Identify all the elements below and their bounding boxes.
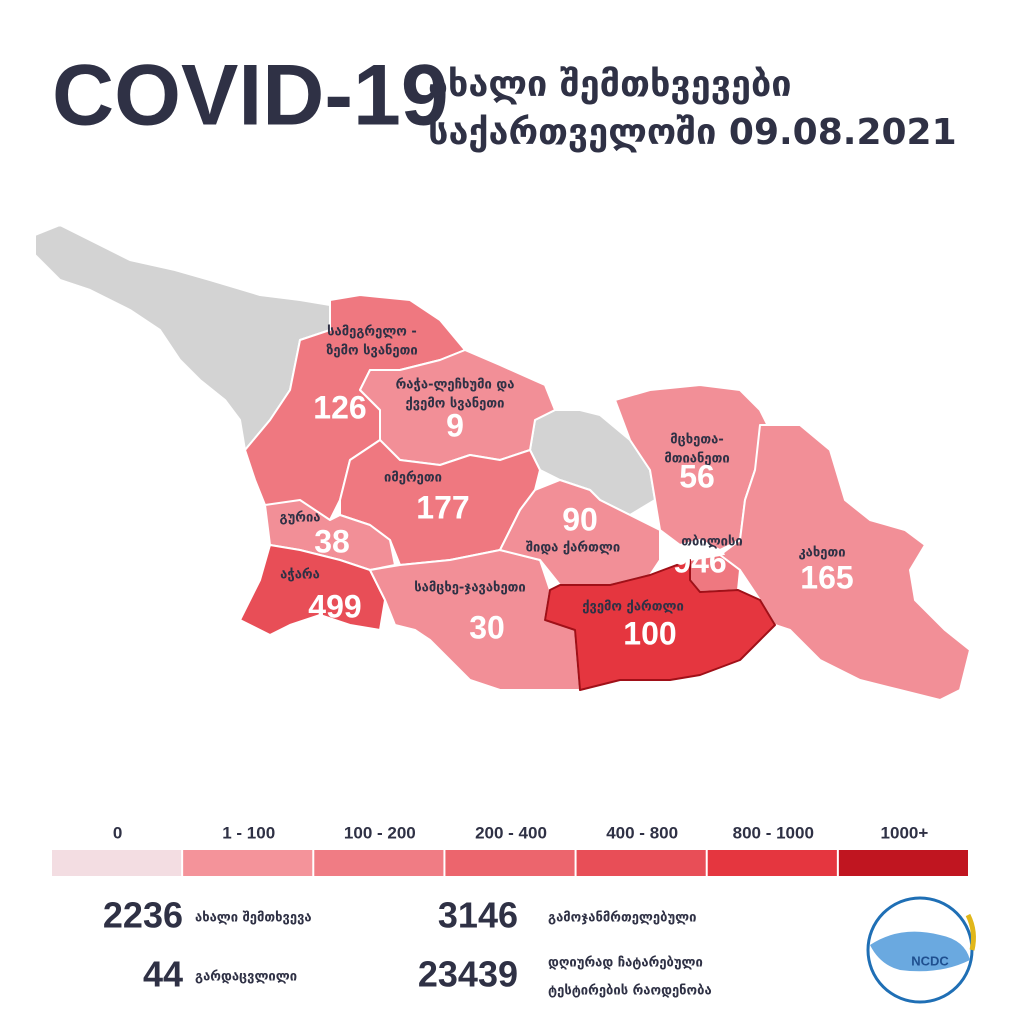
stat-value: 3146 [438,895,518,936]
region-name: იმერეთი [384,471,442,486]
legend-swatch [838,850,968,876]
region [369,549,581,691]
region-value: 56 [679,458,715,494]
region-value: 90 [562,501,598,537]
stat-label: დღიურად ჩატარებული [548,956,703,971]
region-value: 38 [314,523,350,559]
region-value: 9 [446,407,464,443]
legend-label: 800 - 1000 [733,823,814,842]
region-name: რაჭა-ლეჩხუმი და [396,378,515,393]
legend-swatch [707,850,837,876]
region-name: სამცხე-ჯავახეთი [414,581,526,596]
south-ossetia-area [529,409,656,516]
region-name: კახეთი [798,546,845,561]
legend-swatch [576,850,706,876]
legend-swatch [314,850,444,876]
subtitle: ახალი შემთხვევები [428,64,792,105]
region-name: მცხეთა- [670,433,723,448]
stat-value: 2236 [103,895,183,936]
stat-label: ტესტირების რაოდენობა [548,984,712,999]
region-name: თბილისი [681,535,742,550]
logo: NCDC [866,896,976,1004]
legend-label: 1 - 100 [222,823,275,842]
region-name: ქვემო სვანეთი [406,397,505,412]
region-value: 177 [416,489,469,525]
region-value: 30 [469,609,505,645]
region-name: ქვემო ქართლი [582,600,684,615]
region-value: 165 [800,559,853,595]
region-value: 126 [313,389,366,425]
legend-label: 0 [113,823,122,842]
legend-label: 400 - 800 [606,823,678,842]
stat-value: 44 [143,954,183,995]
region-name: გურია [280,511,321,526]
stat-label: ახალი შემთხვევა [195,911,312,926]
region [239,544,386,636]
logo-text: NCDC [911,953,949,968]
region-name: შიდა ქართლი [526,541,620,556]
region-name: ზემო სვანეთი [326,344,417,359]
region [544,559,776,691]
legend-swatch [445,850,575,876]
legend-swatch [52,850,182,876]
subtitle: საქართველოში 09.08.2021 [428,112,957,153]
stat-label: გამოჯანმრთელებული [548,911,696,926]
region-name: სამეგრელო - [327,325,417,340]
region-value: 946 [673,543,726,579]
legend-label: 100 - 200 [344,823,416,842]
title: COVID-19 [52,48,449,144]
legend-label: 1000+ [881,823,929,842]
stat-label: გარდაცვლილი [195,970,297,985]
stat-value: 23439 [418,954,518,995]
legend-label: 200 - 400 [475,823,547,842]
region-name: მთიანეთი [664,452,729,467]
region-value: 100 [623,615,676,651]
region-value: 499 [308,588,361,624]
region-name: აჭარა [280,568,320,583]
legend-swatch [183,850,313,876]
map [34,224,971,701]
